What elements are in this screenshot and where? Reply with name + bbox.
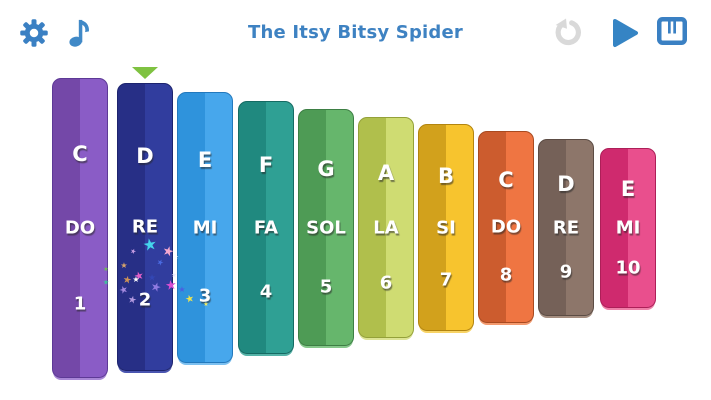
note-solfege: FA (253, 217, 279, 238)
play-button[interactable] (612, 18, 639, 48)
xylophone-bar-re-9[interactable]: D RE 9 (538, 139, 594, 316)
note-number: 10 (615, 257, 641, 279)
xylophone-bar-fa-4[interactable]: F FA 4 (238, 101, 294, 354)
note-number: 8 (499, 264, 513, 286)
note-letter: E (620, 176, 636, 201)
note-solfege: SI (436, 217, 456, 238)
page-title: The Itsy Bitsy Spider (248, 22, 463, 43)
note-letter: D (136, 143, 154, 168)
note-solfege: SOL (306, 217, 346, 238)
xylophone-bar-re-2[interactable]: D RE 2 (117, 83, 173, 371)
piano-keyboard-icon (656, 17, 688, 49)
xylophone-bar-do-1[interactable]: C DO 1 (52, 78, 108, 378)
xylophone-bar-do-8[interactable]: C DO 8 (478, 131, 534, 323)
undo-button[interactable] (551, 18, 582, 48)
active-note-marker-icon (132, 67, 158, 79)
xylophone-bar-si-7[interactable]: B SI 7 (418, 124, 474, 331)
note-number: 2 (138, 289, 152, 311)
note-solfege: RE (131, 216, 159, 238)
note-number: 5 (319, 276, 333, 298)
note-solfege: DO (490, 216, 522, 238)
note-letter: G (317, 156, 335, 181)
gear-icon (19, 19, 49, 51)
note-letter: B (437, 164, 454, 189)
xylophone-bar-mi-10[interactable]: E MI 10 (600, 148, 656, 308)
keyboard-mode-button[interactable] (656, 16, 688, 46)
note-letter: E (197, 148, 213, 173)
settings-button[interactable] (19, 18, 49, 48)
music-note-icon (66, 19, 95, 51)
play-icon (612, 19, 639, 51)
note-letter: C (72, 141, 88, 166)
note-solfege: MI (615, 217, 641, 239)
song-list-button[interactable] (66, 16, 95, 48)
note-letter: F (258, 152, 274, 177)
note-number: 7 (439, 269, 453, 291)
note-letter: C (498, 167, 514, 192)
note-letter: A (377, 160, 395, 185)
note-number: 9 (559, 261, 573, 283)
note-solfege: DO (64, 217, 96, 239)
note-solfege: LA (373, 217, 399, 238)
note-number: 3 (198, 285, 212, 307)
note-solfege: MI (192, 217, 218, 238)
undo-icon (551, 18, 582, 51)
note-number: 6 (379, 272, 393, 294)
note-number: 1 (73, 293, 87, 315)
note-letter: D (557, 171, 575, 196)
note-number: 4 (259, 281, 273, 302)
xylophone-bar-sol-5[interactable]: G SOL 5 (298, 109, 354, 346)
xylophone-bar-la-6[interactable]: A LA 6 (358, 117, 414, 338)
note-solfege: RE (552, 217, 580, 238)
xylophone-bar-mi-3[interactable]: E MI 3 (177, 92, 233, 363)
